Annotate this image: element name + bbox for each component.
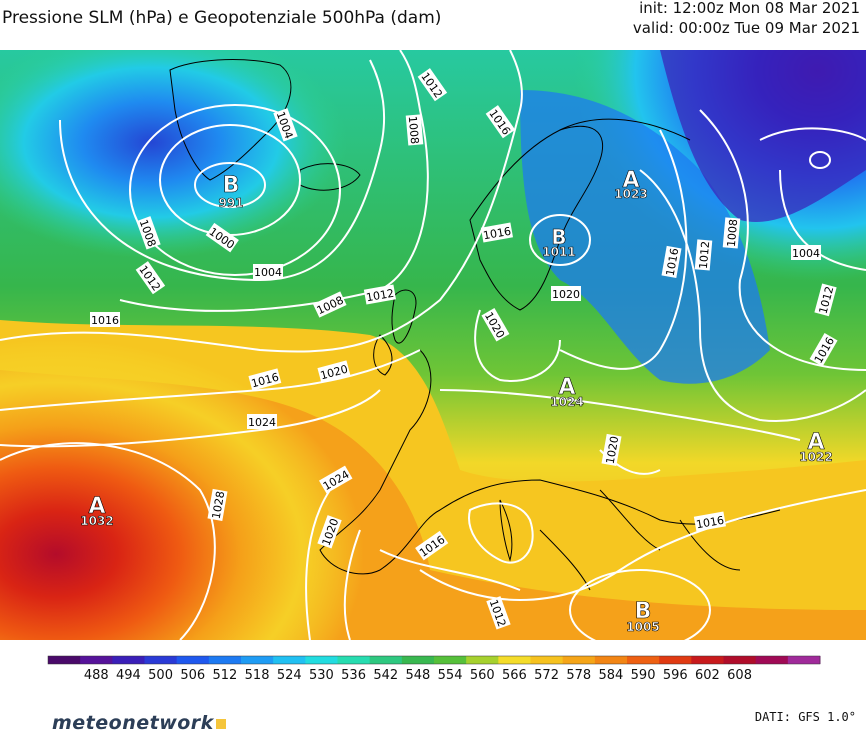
isobar-label: 1016 bbox=[91, 314, 119, 327]
field-scandinavia-blue bbox=[520, 90, 770, 384]
svg-text:B: B bbox=[223, 173, 240, 198]
isobar-label: 1012 bbox=[697, 241, 712, 270]
isobar-label: 1016 bbox=[695, 514, 725, 532]
brand-square bbox=[215, 719, 226, 729]
scale-swatch bbox=[48, 656, 81, 664]
svg-text:B: B bbox=[551, 225, 566, 249]
scale-tick-label: 512 bbox=[213, 668, 238, 683]
isobar-label: 1012 bbox=[365, 287, 395, 305]
scale-swatch bbox=[208, 656, 242, 664]
svg-text:1023: 1023 bbox=[614, 187, 647, 201]
scale-swatch bbox=[176, 656, 210, 664]
isobar-label: 1028 bbox=[210, 490, 228, 520]
map-title: Pressione SLM (hPa) e Geopotenziale 500h… bbox=[2, 8, 442, 28]
scale-tick-label: 566 bbox=[502, 668, 527, 683]
color-scale: 488 494 500 506 512 518 524 530 536 542 548 554 560 5… bbox=[47, 655, 821, 683]
scale-swatch bbox=[723, 656, 757, 664]
isobar-label: 1020 bbox=[552, 288, 580, 301]
scale-swatch bbox=[112, 656, 145, 664]
scale-swatch bbox=[273, 656, 306, 664]
brand-name: meteonetwork bbox=[52, 712, 214, 734]
scale-swatch bbox=[80, 656, 113, 664]
isobar-label: 1004 bbox=[254, 266, 282, 279]
scale-swatch bbox=[144, 656, 178, 664]
data-credit: DATI: GFS 1.0° bbox=[754, 710, 856, 724]
brand-logo: meteonetwork bbox=[52, 712, 226, 734]
svg-text:A: A bbox=[622, 168, 639, 193]
scale-outline bbox=[47, 655, 821, 665]
field-east-deep bbox=[660, 50, 866, 222]
svg-text:1005: 1005 bbox=[626, 620, 659, 634]
run-info: init: 12:00z Mon 08 Mar 2021 valid: 00:0… bbox=[633, 0, 860, 38]
isobar-label: 1016 bbox=[482, 225, 512, 243]
scale-tick-label: 530 bbox=[309, 668, 334, 683]
svg-text:A: A bbox=[88, 494, 105, 519]
scale-tick-label: 596 bbox=[663, 668, 688, 683]
scale-tick-label: 590 bbox=[631, 668, 656, 683]
scale-tick-label: 524 bbox=[277, 668, 302, 683]
scale-tick-label: 488 bbox=[84, 668, 109, 683]
isobar-label: 1008 bbox=[406, 116, 421, 145]
scale-tick-label: 572 bbox=[534, 668, 559, 683]
svg-text:A: A bbox=[558, 375, 575, 400]
coastlines bbox=[169, 59, 781, 591]
scale-swatch bbox=[530, 656, 564, 664]
scale-swatch bbox=[337, 656, 371, 664]
scale-swatch bbox=[691, 656, 724, 664]
svg-text:A: A bbox=[807, 430, 824, 455]
scale-tick-label: 608 bbox=[727, 668, 752, 683]
scale-swatch bbox=[466, 656, 499, 664]
scale-tick-label: 548 bbox=[406, 668, 431, 683]
scale-tick-label: 542 bbox=[373, 668, 398, 683]
scale-swatch bbox=[305, 656, 338, 664]
isobar-label: 1004 bbox=[792, 247, 820, 260]
scale-swatch bbox=[787, 656, 821, 664]
svg-text:1011: 1011 bbox=[542, 245, 575, 259]
scale-tick-label: 536 bbox=[341, 668, 366, 683]
scale-swatch bbox=[241, 656, 274, 664]
svg-text:B: B bbox=[635, 599, 652, 624]
scale-tick-label: 554 bbox=[438, 668, 463, 683]
scale-swatch bbox=[659, 656, 692, 664]
isobar-label: 1020 bbox=[604, 435, 622, 465]
scale-swatch bbox=[627, 656, 660, 664]
svg-text:1032: 1032 bbox=[80, 514, 113, 528]
scale-tick-label: 518 bbox=[245, 668, 270, 683]
scale-swatch bbox=[369, 656, 403, 664]
scale-tick-label: 578 bbox=[566, 668, 591, 683]
isobar-label: 1008 bbox=[725, 219, 740, 248]
svg-text:991: 991 bbox=[218, 196, 243, 210]
svg-text:1022: 1022 bbox=[799, 450, 832, 464]
scale-tick-label: 602 bbox=[695, 668, 720, 683]
svg-text:1024: 1024 bbox=[550, 395, 583, 409]
scale-tick-label: 560 bbox=[470, 668, 495, 683]
scale-swatch bbox=[562, 656, 596, 664]
init-time: init: 12:00z Mon 08 Mar 2021 bbox=[639, 0, 860, 17]
scale-swatch bbox=[401, 656, 435, 664]
scale-swatch bbox=[755, 656, 789, 664]
scale-tick-label: 500 bbox=[148, 668, 173, 683]
scale-tick-label: 506 bbox=[180, 668, 205, 683]
scale-swatch bbox=[434, 656, 467, 664]
scale-swatch bbox=[594, 656, 628, 664]
weather-map: 1012 1016 1008 1004 1000 1008 1012 1004 … bbox=[0, 50, 866, 640]
isobar-label: 1016 bbox=[664, 247, 682, 277]
scale-tick-label: 494 bbox=[116, 668, 141, 683]
scale-swatch bbox=[498, 656, 531, 664]
scale-tick-label: 584 bbox=[599, 668, 624, 683]
valid-time: valid: 00:00z Tue 09 Mar 2021 bbox=[632, 19, 860, 37]
isobar-label: 1024 bbox=[248, 416, 276, 429]
